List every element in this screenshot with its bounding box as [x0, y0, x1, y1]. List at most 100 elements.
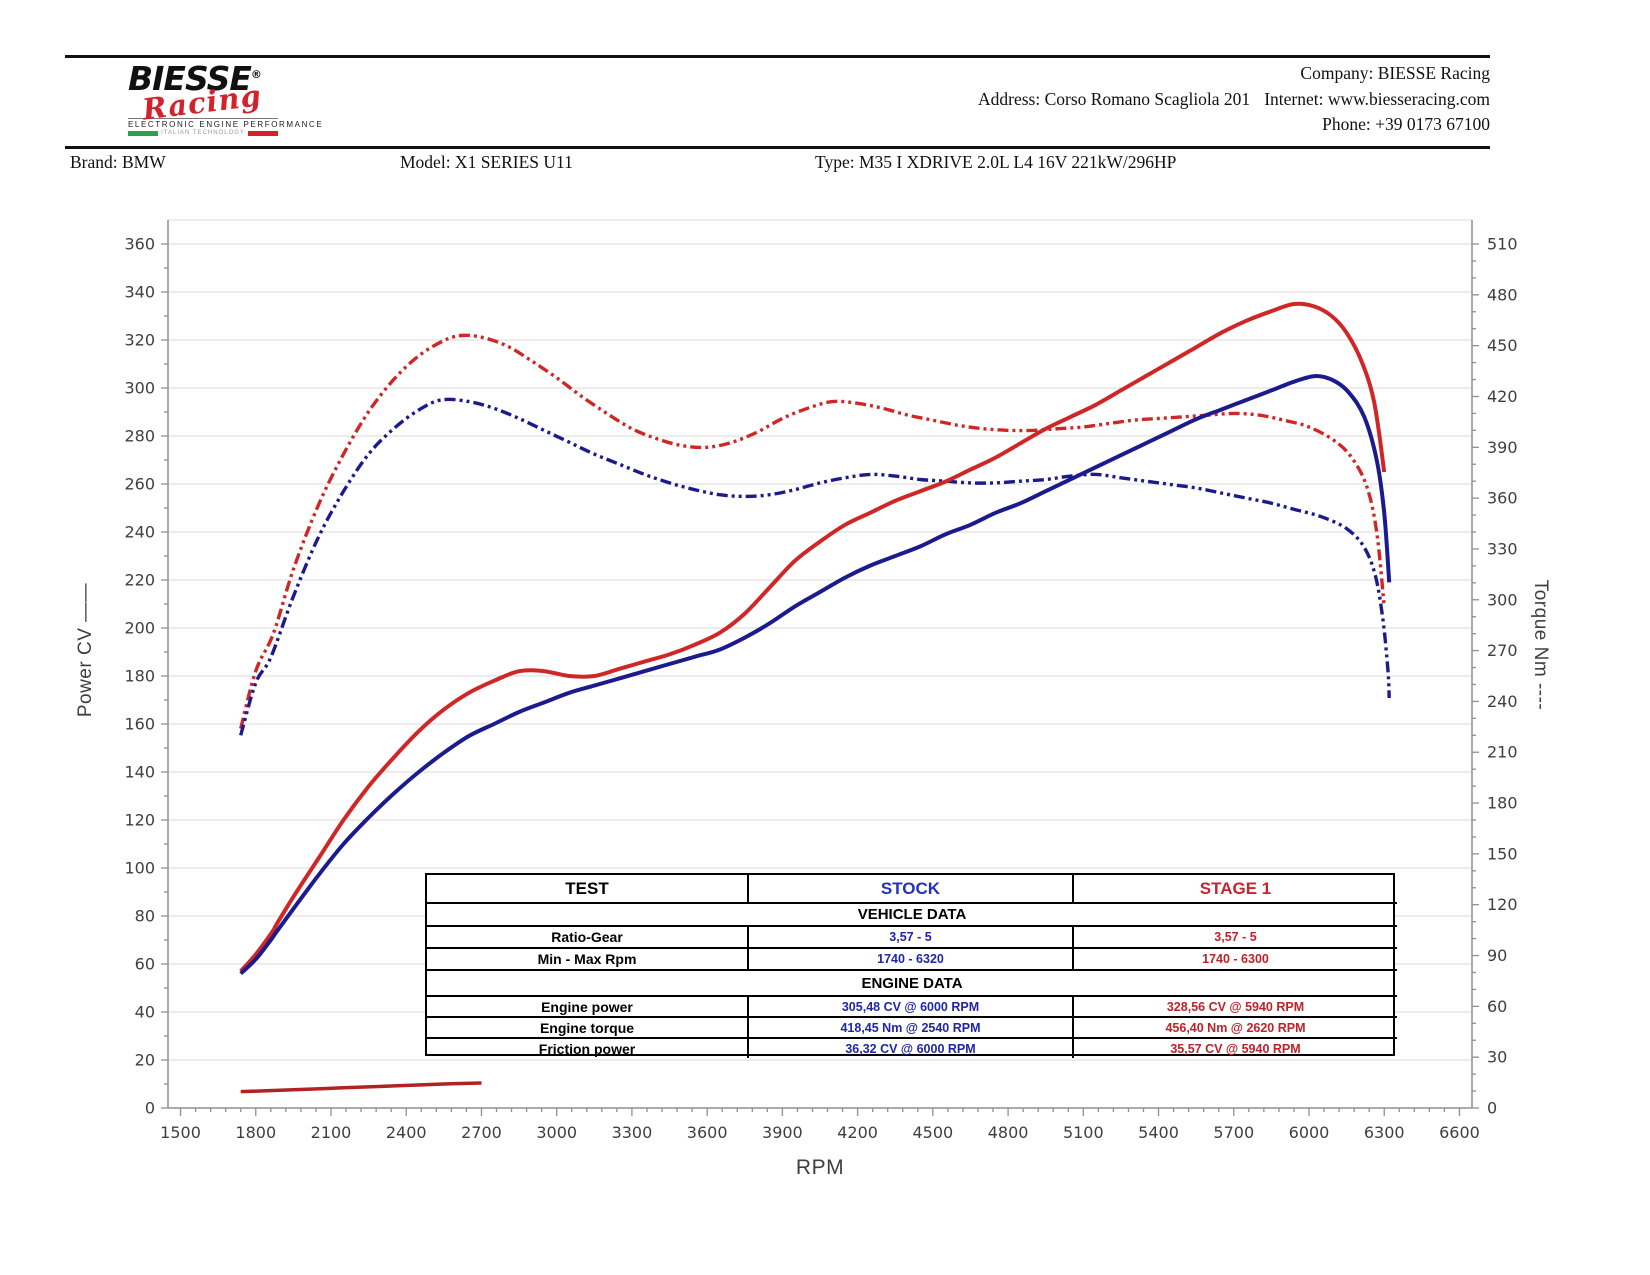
x-tick-label: 5100	[1063, 1123, 1104, 1142]
row-engine-torque-stock: 418,45 Nm @ 2540 RPM	[747, 1016, 1072, 1037]
x-tick-label: 2100	[311, 1123, 352, 1142]
results-table: TEST STOCK STAGE 1 VEHICLE DATA Ratio-Ge…	[425, 873, 1397, 1058]
left-tick-label: 100	[124, 859, 155, 878]
row-minmax-rpm-label: Min - Max Rpm	[427, 947, 747, 969]
right-tick-label: 150	[1487, 844, 1518, 863]
right-tick-label: 300	[1487, 590, 1518, 609]
right-tick-label: 360	[1487, 489, 1518, 508]
left-tick-label: 0	[145, 1099, 155, 1118]
left-tick-label: 120	[124, 811, 155, 830]
left-tick-label: 240	[124, 523, 155, 542]
table-header-test: TEST	[565, 878, 609, 898]
x-tick-label: 4200	[837, 1123, 878, 1142]
company-info: Company: BIESSE Racing Address: Corso Ro…	[978, 61, 1490, 138]
right-tick-label: 420	[1487, 387, 1518, 406]
row-engine-power-stage1: 328,56 CV @ 5940 RPM	[1072, 995, 1397, 1016]
row-minmax-rpm-stock: 1740 - 6320	[747, 947, 1072, 969]
right-tick-label: 510	[1487, 235, 1518, 254]
x-tick-label: 5400	[1138, 1123, 1179, 1142]
power-axis-label: Power CV ——	[75, 582, 96, 718]
right-tick-label: 60	[1487, 997, 1507, 1016]
logo-subtitle: ELECTRONIC ENGINE PERFORMANCE	[128, 118, 324, 129]
x-tick-label: 3900	[762, 1123, 803, 1142]
right-tick-label: 30	[1487, 1048, 1507, 1067]
row-friction-power-stock: 36,32 CV @ 6000 RPM	[747, 1037, 1072, 1058]
stage1-power-curve	[239, 301, 1387, 973]
x-tick-label: 3000	[536, 1123, 577, 1142]
row-ratio-gear-label: Ratio-Gear	[427, 925, 747, 947]
right-tick-label: 480	[1487, 285, 1518, 304]
x-tick-label: 2400	[386, 1123, 427, 1142]
x-tick-label: 4500	[912, 1123, 953, 1142]
x-tick-label: 3300	[612, 1123, 653, 1142]
row-friction-power-label: Friction power	[427, 1037, 747, 1058]
left-tick-label: 160	[124, 715, 155, 734]
address-line: Address: Corso Romano Scagliola 201 Inter…	[977, 88, 1490, 109]
logo-tagline: ITALIAN TECHNOLOGY	[161, 130, 245, 136]
left-tick-label: 260	[124, 475, 155, 494]
left-tick-label: 320	[124, 331, 155, 350]
row-ratio-gear-stage1: 3,57 - 5	[1072, 925, 1397, 947]
x-tick-label: 1500	[160, 1123, 201, 1142]
vehicle-model: Model: X1 SERIES U11	[400, 152, 573, 172]
flag-green-bar	[128, 130, 159, 136]
left-tick-label: 280	[124, 427, 155, 446]
row-engine-torque-label: Engine torque	[427, 1016, 747, 1037]
x-tick-label: 2700	[461, 1123, 502, 1142]
flag-red-bar	[247, 130, 279, 136]
right-tick-label: 390	[1487, 438, 1518, 457]
stock-power-curve	[239, 374, 1392, 976]
left-tick-label: 20	[135, 1051, 155, 1070]
right-tick-label: 240	[1487, 692, 1518, 711]
phone-line: Phone: +39 0173 67100	[1322, 114, 1490, 134]
right-tick-label: 120	[1487, 895, 1518, 914]
x-tick-label: 6600	[1439, 1123, 1480, 1142]
right-tick-label: 90	[1487, 946, 1507, 965]
left-tick-label: 140	[124, 763, 155, 782]
x-tick-label: 4800	[988, 1123, 1029, 1142]
divider-header	[65, 146, 1490, 149]
section-vehicle-data: VEHICLE DATA	[427, 902, 1397, 925]
left-tick-label: 200	[124, 619, 155, 638]
left-tick-label: 180	[124, 667, 155, 686]
right-tick-label: 330	[1487, 539, 1518, 558]
right-tick-label: 210	[1487, 743, 1518, 762]
rpm-axis-label: RPM	[795, 1156, 845, 1179]
internet-line: Internet: www.biesseracing.com	[1264, 88, 1490, 109]
row-engine-power-stock: 305,48 CV @ 6000 RPM	[747, 995, 1072, 1016]
left-tick-label: 340	[124, 283, 155, 302]
right-tick-label: 0	[1487, 1099, 1497, 1118]
row-minmax-rpm-stage1: 1740 - 6300	[1072, 947, 1397, 969]
x-tick-label: 6300	[1364, 1123, 1405, 1142]
x-tick-label: 1800	[235, 1123, 276, 1142]
stage1-friction-power-curve	[240, 1081, 482, 1094]
logo-wordmark: BIESSE®	[128, 59, 262, 98]
left-tick-label: 40	[135, 1003, 155, 1022]
divider-top	[65, 55, 1490, 58]
stock-torque-curve	[239, 397, 1391, 736]
row-ratio-gear-stock: 3,57 - 5	[747, 925, 1072, 947]
left-tick-label: 60	[135, 955, 155, 974]
vehicle-type: Type: M35 I XDRIVE 2.0L L4 16V 221kW/296…	[815, 152, 1177, 172]
left-tick-label: 220	[124, 571, 155, 590]
right-tick-label: 180	[1487, 794, 1518, 813]
row-engine-power-label: Engine power	[427, 995, 747, 1016]
left-tick-label: 300	[124, 379, 155, 398]
x-tick-label: 5700	[1213, 1123, 1254, 1142]
vehicle-info-row: Brand: BMW Model: X1 SERIES U11 Type: M3…	[0, 152, 1650, 180]
biesse-racing-logo: BIESSE® Racing ELECTRONIC ENGINE PERFORM…	[128, 59, 324, 136]
table-header-stage1: STAGE 1	[1072, 875, 1397, 902]
table-header-stock: STOCK	[747, 875, 1072, 902]
x-tick-label: 6000	[1289, 1123, 1330, 1142]
left-tick-label: 360	[124, 235, 155, 254]
section-engine-data: ENGINE DATA	[427, 969, 1397, 995]
right-tick-label: 450	[1487, 336, 1518, 355]
row-engine-torque-stage1: 456,40 Nm @ 2620 RPM	[1072, 1016, 1397, 1037]
left-tick-label: 80	[135, 907, 155, 926]
vehicle-brand: Brand: BMW	[70, 152, 166, 172]
registered-trademark-icon: ®	[250, 68, 262, 81]
right-tick-label: 270	[1487, 641, 1518, 660]
row-friction-power-stage1: 35,57 CV @ 5940 RPM	[1072, 1037, 1397, 1058]
